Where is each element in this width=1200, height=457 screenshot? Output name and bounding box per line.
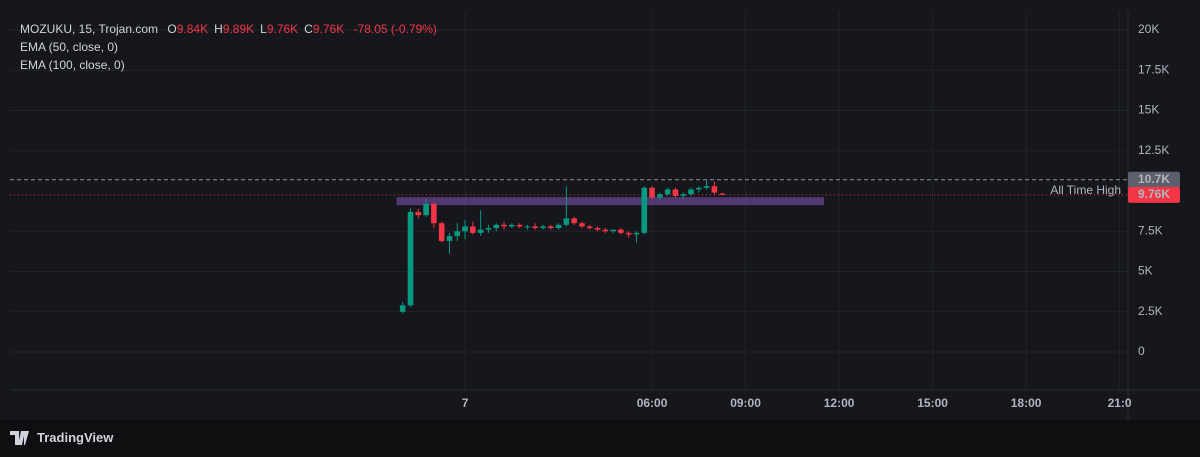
ohlc-value: 9.76K xyxy=(266,22,299,36)
x-tick-label: 09:00 xyxy=(730,396,761,410)
candle-body xyxy=(431,203,437,224)
change: -78.05 (-0.79%) xyxy=(353,22,437,36)
candle-body xyxy=(532,226,538,229)
candle-body xyxy=(470,226,476,233)
x-tick-label: 21:0 xyxy=(1108,396,1132,410)
x-tick-label: 15:00 xyxy=(917,396,948,410)
candle-body xyxy=(625,232,632,235)
ohlc-row: MOZUKU, 15, Trojan.com O9.84K H9.89K L9.76… xyxy=(20,20,437,38)
price-label-box xyxy=(1128,171,1180,188)
y-tick-label: 20K xyxy=(1138,22,1159,36)
y-tick-label: 5K xyxy=(1138,264,1153,278)
candle-body xyxy=(493,224,500,229)
candle-body xyxy=(454,231,461,237)
candle-body xyxy=(571,218,577,224)
symbol: MOZUKU, 15, Trojan.com xyxy=(20,22,159,36)
y-tick-label: 17.5K xyxy=(1138,62,1169,76)
ath-zone xyxy=(396,197,825,206)
candle-body xyxy=(664,189,671,195)
y-tick-label: 12.5K xyxy=(1138,143,1169,157)
footer: TradingView xyxy=(10,430,113,445)
candle-body xyxy=(649,187,655,198)
plot xyxy=(10,179,1128,314)
candle-body xyxy=(438,223,445,241)
x-tick-label: 06:00 xyxy=(637,396,668,410)
ohlc: O9.84K H9.89K L9.76K C9.76K xyxy=(161,22,344,36)
indicator: EMA (100, close, 0) xyxy=(20,58,125,72)
candle-body xyxy=(524,226,531,228)
candle-body xyxy=(641,187,648,233)
candle-body xyxy=(711,186,718,193)
candle-body xyxy=(547,226,554,229)
candle-body xyxy=(485,228,492,230)
candle-body xyxy=(540,226,546,229)
candle-body xyxy=(563,218,570,225)
indicator: EMA (50, close, 0) xyxy=(20,40,119,54)
candle-body xyxy=(696,187,702,190)
x-tick-label: 18:00 xyxy=(1011,396,1042,410)
candle-body xyxy=(594,228,601,230)
brand-logo xyxy=(10,430,29,445)
candle-body xyxy=(633,232,640,235)
y-tick-label: 0 xyxy=(1138,344,1145,358)
legend: MOZUKU, 15, Trojan.com O9.84K H9.89K L9.76… xyxy=(20,20,437,74)
x-tick-label: 12:00 xyxy=(824,396,855,410)
y-tick-label: 7.5K xyxy=(1138,223,1163,237)
price-label: 10.7K xyxy=(1138,172,1170,186)
ohlc-value: 9.84K xyxy=(176,22,209,36)
candle-body xyxy=(672,189,679,196)
candle-body xyxy=(462,226,468,232)
ohlc-key: C xyxy=(304,22,313,36)
x-tick-label: 7 xyxy=(462,396,469,410)
candle-body xyxy=(446,236,453,241)
indicators: EMA (50, close, 0) EMA (100, close, 0) xyxy=(20,38,437,74)
price-label-box xyxy=(1128,186,1180,203)
labels: 0 2.5K 5K 7.5K 12.5K 15K 17.5K 20K 7 06:00 09:00 12… xyxy=(462,22,1180,410)
ohlc-value: 9.89K xyxy=(222,22,255,36)
candle-body xyxy=(703,186,710,188)
candle-body xyxy=(618,229,624,233)
candle-body xyxy=(688,189,694,195)
candle-body xyxy=(657,194,663,198)
candle-body xyxy=(509,224,515,227)
candle-body xyxy=(586,226,593,229)
candle-body xyxy=(579,223,585,227)
candle-body xyxy=(602,229,609,232)
zone-label: All Time High xyxy=(1050,183,1121,197)
ohlc-key: H xyxy=(214,22,223,36)
y-tick-label: 2.5K xyxy=(1138,304,1163,318)
candle-body xyxy=(719,193,725,195)
ohlc-key: O xyxy=(167,22,177,36)
candle-body xyxy=(501,224,507,227)
candle-body xyxy=(477,229,484,233)
candle-body xyxy=(423,203,429,216)
price-label: 9.76K xyxy=(1138,187,1170,201)
candle-body xyxy=(555,224,562,229)
candle-body xyxy=(399,305,406,312)
candle-body xyxy=(415,211,422,216)
candle-body xyxy=(407,211,414,306)
ohlc-value: 9.76K xyxy=(312,22,345,36)
y-tick-label: 15K xyxy=(1138,103,1159,117)
candle-body xyxy=(516,224,523,227)
candle-body xyxy=(680,194,687,196)
candle-body xyxy=(610,229,616,232)
brand-name: TradingView xyxy=(37,430,114,445)
ohlc-key: L xyxy=(260,22,267,36)
